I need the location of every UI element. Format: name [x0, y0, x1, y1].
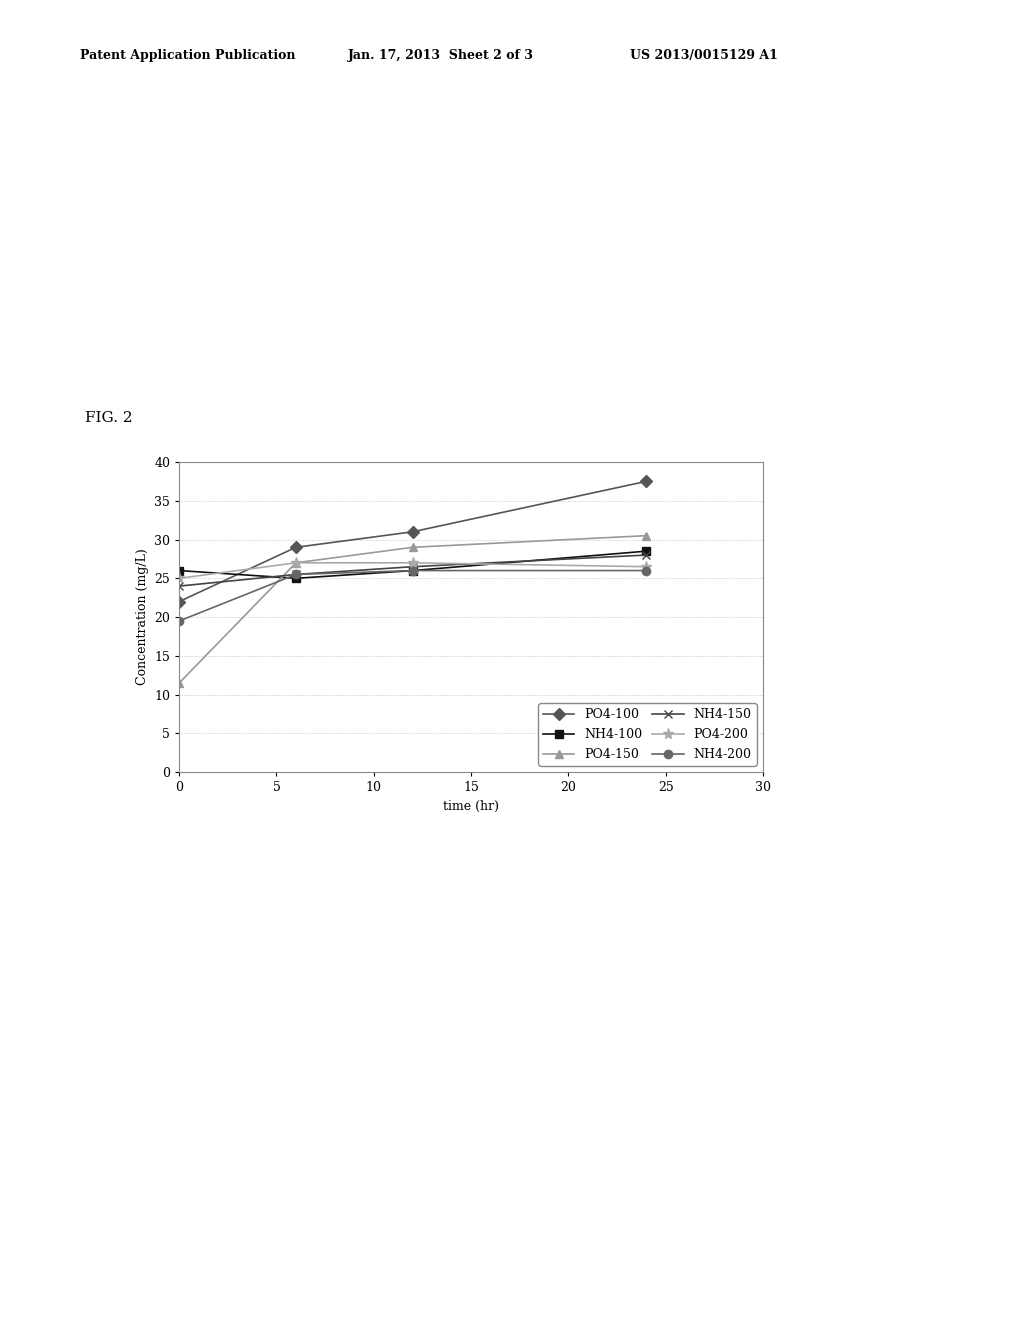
PO4-100 [290, 540, 302, 556]
PO4-150 [173, 675, 185, 690]
NH4-200 [640, 562, 652, 578]
PO4-100 [173, 594, 185, 610]
NH4-100 [640, 544, 652, 560]
PO4-150 [407, 540, 419, 556]
NH4-150 [290, 566, 302, 582]
NH4-100 [290, 570, 302, 586]
Line: PO4-200: PO4-200 [174, 557, 651, 583]
Text: Jan. 17, 2013  Sheet 2 of 3: Jan. 17, 2013 Sheet 2 of 3 [348, 49, 535, 62]
PO4-150 [640, 528, 652, 544]
Line: PO4-100: PO4-100 [175, 478, 650, 606]
Line: NH4-200: NH4-200 [175, 566, 650, 626]
NH4-150 [173, 578, 185, 594]
NH4-100 [407, 562, 419, 578]
Text: Patent Application Publication: Patent Application Publication [80, 49, 295, 62]
PO4-200 [640, 558, 652, 574]
PO4-100 [407, 524, 419, 540]
Legend: PO4-100, NH4-100, PO4-150, NH4-150, PO4-200, NH4-200: PO4-100, NH4-100, PO4-150, NH4-150, PO4-… [538, 704, 757, 766]
Text: FIG. 2: FIG. 2 [85, 411, 133, 425]
Line: PO4-150: PO4-150 [175, 532, 650, 688]
PO4-200 [173, 570, 185, 586]
Line: NH4-150: NH4-150 [175, 550, 650, 590]
PO4-200 [290, 554, 302, 570]
NH4-100 [173, 562, 185, 578]
Line: NH4-100: NH4-100 [175, 546, 650, 582]
NH4-200 [173, 612, 185, 628]
Y-axis label: Concentration (mg/L): Concentration (mg/L) [135, 549, 148, 685]
PO4-100 [640, 474, 652, 490]
NH4-200 [290, 566, 302, 582]
Text: US 2013/0015129 A1: US 2013/0015129 A1 [630, 49, 777, 62]
X-axis label: time (hr): time (hr) [443, 800, 499, 813]
PO4-150 [290, 554, 302, 570]
NH4-150 [640, 548, 652, 564]
NH4-200 [407, 562, 419, 578]
NH4-150 [407, 558, 419, 574]
PO4-200 [407, 554, 419, 570]
